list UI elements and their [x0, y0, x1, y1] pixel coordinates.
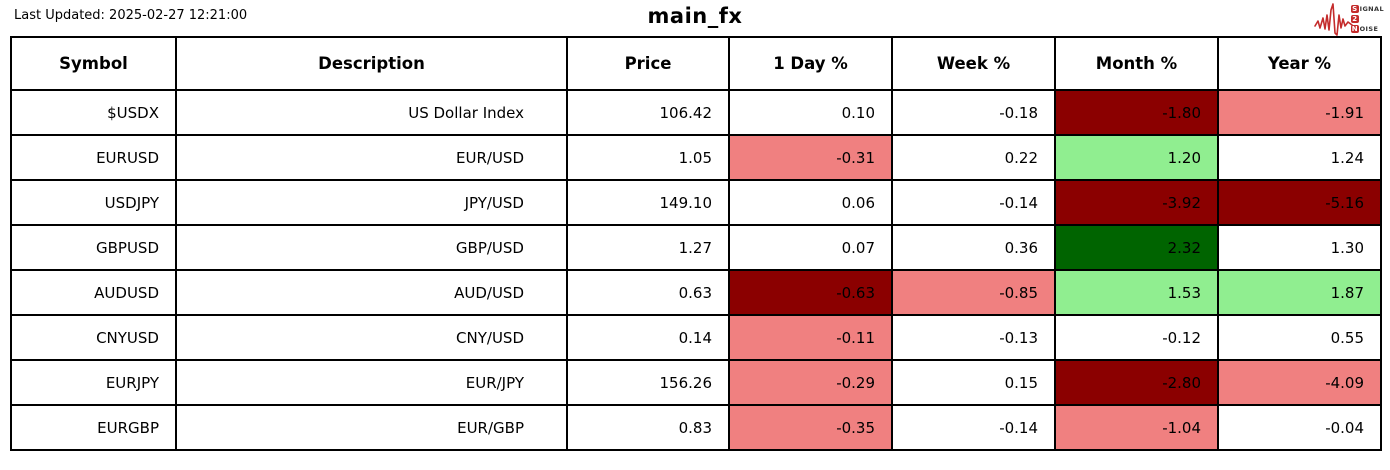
cell-eurgbp-description: EUR/GBP	[175, 404, 568, 451]
col-header-month: Month %	[1054, 36, 1219, 91]
col-header-week: Week %	[891, 36, 1056, 91]
col-header-price: Price	[566, 36, 730, 91]
cell-eurusd-week: 0.22	[891, 134, 1056, 181]
cell-cnyusd-price: 0.14	[566, 314, 730, 361]
cell-usdjpy-month: -3.92	[1054, 179, 1219, 226]
logo-line-signal: S IGNAL	[1350, 4, 1384, 14]
col-header-year: Year %	[1217, 36, 1382, 91]
fx-row-gbpusd: GBPUSD GBP/USD 1.27 0.07 0.36 2.32 1.30	[10, 224, 1382, 271]
logo-line-noise: N OISE	[1350, 24, 1384, 34]
cell-cnyusd-description: CNY/USD	[175, 314, 568, 361]
cell-cnyusd-day: -0.11	[728, 314, 893, 361]
fx-row-audusd: AUDUSD AUD/USD 0.63 -0.63 -0.85 1.53 1.87	[10, 269, 1382, 316]
table-header-row: Symbol Description Price 1 Day % Week % Month…	[10, 36, 1382, 91]
cell-eurgbp-month: -1.04	[1054, 404, 1219, 451]
cell-usdx-day: 0.10	[728, 89, 893, 136]
cell-eurusd-symbol: EURUSD	[10, 134, 177, 181]
cell-audusd-month: 1.53	[1054, 269, 1219, 316]
cell-usdx-week: -0.18	[891, 89, 1056, 136]
cell-eurjpy-description: EUR/JPY	[175, 359, 568, 406]
cell-cnyusd-month: -0.12	[1054, 314, 1219, 361]
cell-audusd-price: 0.63	[566, 269, 730, 316]
page-title: main_fx	[647, 4, 743, 28]
cell-gbpusd-price: 1.27	[566, 224, 730, 271]
cell-usdjpy-symbol: USDJPY	[10, 179, 177, 226]
logo-rest-ignal: IGNAL	[1359, 5, 1384, 13]
cell-audusd-week: -0.85	[891, 269, 1056, 316]
cell-usdx-month: -1.80	[1054, 89, 1219, 136]
col-header-description: Description	[175, 36, 568, 91]
fx-row-eurjpy: EURJPY EUR/JPY 156.26 -0.29 0.15 -2.80 -4.09	[10, 359, 1382, 406]
cell-eurusd-year: 1.24	[1217, 134, 1382, 181]
fx-row-eurusd: EURUSD EUR/USD 1.05 -0.31 0.22 1.20 1.24	[10, 134, 1382, 181]
cell-gbpusd-day: 0.07	[728, 224, 893, 271]
fx-table: Symbol Description Price 1 Day % Week % Month…	[10, 36, 1382, 451]
cell-usdx-description: US Dollar Index	[175, 89, 568, 136]
cell-eurusd-price: 1.05	[566, 134, 730, 181]
cell-gbpusd-description: GBP/USD	[175, 224, 568, 271]
cell-audusd-description: AUD/USD	[175, 269, 568, 316]
cell-eurusd-month: 1.20	[1054, 134, 1219, 181]
cell-eurjpy-symbol: EURJPY	[10, 359, 177, 406]
cell-eurjpy-year: -4.09	[1217, 359, 1382, 406]
cell-eurgbp-price: 0.83	[566, 404, 730, 451]
cell-cnyusd-week: -0.13	[891, 314, 1056, 361]
cell-usdx-symbol: $USDX	[10, 89, 177, 136]
fx-row-usdjpy: USDJPY JPY/USD 149.10 0.06 -0.14 -3.92 -5.16	[10, 179, 1382, 226]
cell-eurjpy-week: 0.15	[891, 359, 1056, 406]
col-header-symbol: Symbol	[10, 36, 177, 91]
cell-gbpusd-month: 2.32	[1054, 224, 1219, 271]
cell-eurgbp-day: -0.35	[728, 404, 893, 451]
cell-cnyusd-symbol: CNYUSD	[10, 314, 177, 361]
cell-eurusd-day: -0.31	[728, 134, 893, 181]
cell-eurgbp-year: -0.04	[1217, 404, 1382, 451]
cell-eurgbp-week: -0.14	[891, 404, 1056, 451]
cell-gbpusd-year: 1.30	[1217, 224, 1382, 271]
cell-gbpusd-week: 0.36	[891, 224, 1056, 271]
fx-table-wrapper: Symbol Description Price 1 Day % Week % Month…	[10, 36, 1382, 451]
cell-usdjpy-year: -5.16	[1217, 179, 1382, 226]
col-header-1-day: 1 Day %	[728, 36, 893, 91]
cell-eurjpy-month: -2.80	[1054, 359, 1219, 406]
cell-eurusd-description: EUR/USD	[175, 134, 568, 181]
cell-gbpusd-symbol: GBPUSD	[10, 224, 177, 271]
cell-audusd-symbol: AUDUSD	[10, 269, 177, 316]
signal2noise-logo: S IGNAL 2 N OISE	[1313, 2, 1384, 36]
logo-text: S IGNAL 2 N OISE	[1350, 4, 1384, 34]
cell-eurjpy-price: 156.26	[566, 359, 730, 406]
logo-badge-2: 2	[1350, 15, 1359, 23]
cell-eurgbp-symbol: EURGBP	[10, 404, 177, 451]
logo-line-2: 2	[1350, 14, 1384, 24]
fx-row-cnyusd: CNYUSD CNY/USD 0.14 -0.11 -0.13 -0.12 0.55	[10, 314, 1382, 361]
logo-badge-s: S	[1350, 5, 1359, 13]
cell-cnyusd-year: 0.55	[1217, 314, 1382, 361]
cell-usdx-year: -1.91	[1217, 89, 1382, 136]
fx-row-eurgbp: EURGBP EUR/GBP 0.83 -0.35 -0.14 -1.04 -0.04	[10, 404, 1382, 451]
cell-audusd-day: -0.63	[728, 269, 893, 316]
cell-usdjpy-price: 149.10	[566, 179, 730, 226]
fx-row-usdx: $USDX US Dollar Index 106.42 0.10 -0.18 -1.80…	[10, 89, 1382, 136]
cell-usdjpy-day: 0.06	[728, 179, 893, 226]
waveform-icon	[1313, 3, 1353, 36]
cell-usdjpy-week: -0.14	[891, 179, 1056, 226]
cell-usdx-price: 106.42	[566, 89, 730, 136]
logo-badge-n: N	[1350, 25, 1359, 33]
cell-audusd-year: 1.87	[1217, 269, 1382, 316]
logo-rest-oise: OISE	[1359, 25, 1379, 33]
cell-eurjpy-day: -0.29	[728, 359, 893, 406]
cell-usdjpy-description: JPY/USD	[175, 179, 568, 226]
last-updated-text: Last Updated: 2025-02-27 12:21:00	[14, 8, 248, 23]
